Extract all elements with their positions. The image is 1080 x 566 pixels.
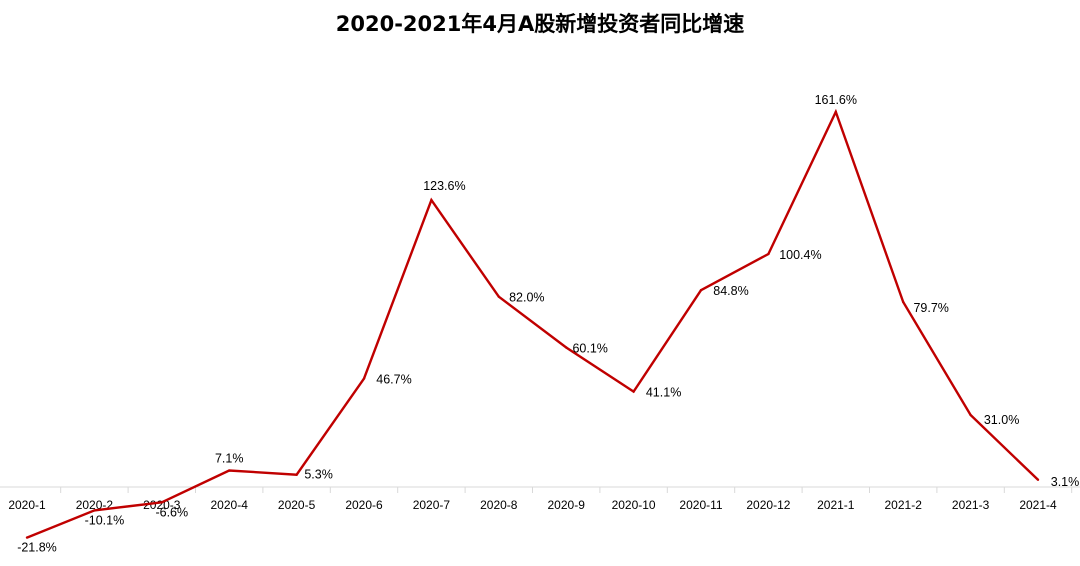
data-point-2020-3 [160, 501, 163, 504]
data-point-2020-10 [632, 390, 635, 393]
data-label-2021-1: 161.6% [815, 93, 857, 107]
x-tick-label-2020-7: 2020-7 [413, 498, 451, 512]
data-point-2021-1 [834, 110, 837, 114]
data-label-2021-4: 3.1% [1051, 475, 1080, 489]
x-tick-label-2020-3: 2020-3 [143, 498, 181, 512]
x-tick-label-2020-6: 2020-6 [345, 498, 383, 512]
data-point-2020-8 [497, 295, 500, 298]
x-tick-label-2020-9: 2020-9 [548, 498, 586, 512]
x-tick-label-2020-11: 2020-11 [679, 498, 722, 512]
x-tick-label-2021-4: 2021-4 [1019, 498, 1057, 512]
data-label-2020-10: 41.1% [646, 386, 681, 400]
data-point-2020-9 [565, 346, 568, 349]
data-label-2020-7: 123.6% [423, 179, 465, 193]
data-label-2020-8: 82.0% [509, 291, 544, 305]
data-point-2020-5 [295, 473, 298, 476]
data-label-2020-12: 100.4% [779, 248, 821, 262]
chart-title: 2020-2021年4月A股新增投资者同比增速 [335, 12, 745, 36]
data-point-2020-2 [93, 509, 96, 512]
x-tick-label-2020-5: 2020-5 [278, 498, 316, 512]
data-label-2020-5: 5.3% [304, 468, 333, 482]
data-point-2021-3 [969, 413, 972, 417]
data-point-2021-2 [902, 300, 905, 304]
data-point-2020-12 [767, 252, 770, 256]
x-tick-label-2020-10: 2020-10 [612, 498, 656, 512]
series-line [26, 108, 1039, 539]
data-label-2020-2: -10.1% [85, 513, 125, 527]
data-label-2021-3: 31.0% [984, 413, 1019, 427]
data-point-2020-11 [699, 288, 703, 292]
x-tick-label-2021-1: 2021-1 [817, 498, 855, 512]
data-point-2020-1 [25, 536, 29, 539]
data-label-2020-6: 46.7% [376, 373, 411, 387]
data-label-2020-4: 7.1% [215, 452, 244, 466]
data-label-2020-1: -21.8% [17, 541, 57, 555]
data-point-2021-4 [1036, 478, 1040, 482]
data-label-2020-3: -6.6% [155, 505, 188, 519]
x-tick-label-2020-4: 2020-4 [211, 498, 249, 512]
data-label-2021-2: 79.7% [913, 301, 948, 315]
x-tick-label-2021-2: 2021-2 [885, 498, 923, 512]
data-label-2020-9: 60.1% [572, 342, 607, 356]
x-tick-label-2020-12: 2020-12 [746, 498, 790, 512]
x-tick-label-2020-8: 2020-8 [480, 498, 518, 512]
data-point-2020-6 [362, 377, 366, 380]
data-label-2020-11: 84.8% [713, 284, 748, 298]
data-point-2020-4 [228, 469, 231, 472]
data-point-2020-7 [430, 198, 433, 202]
x-tick-label-2021-3: 2021-3 [952, 498, 990, 512]
x-tick-label-2020-1: 2020-1 [8, 498, 46, 512]
